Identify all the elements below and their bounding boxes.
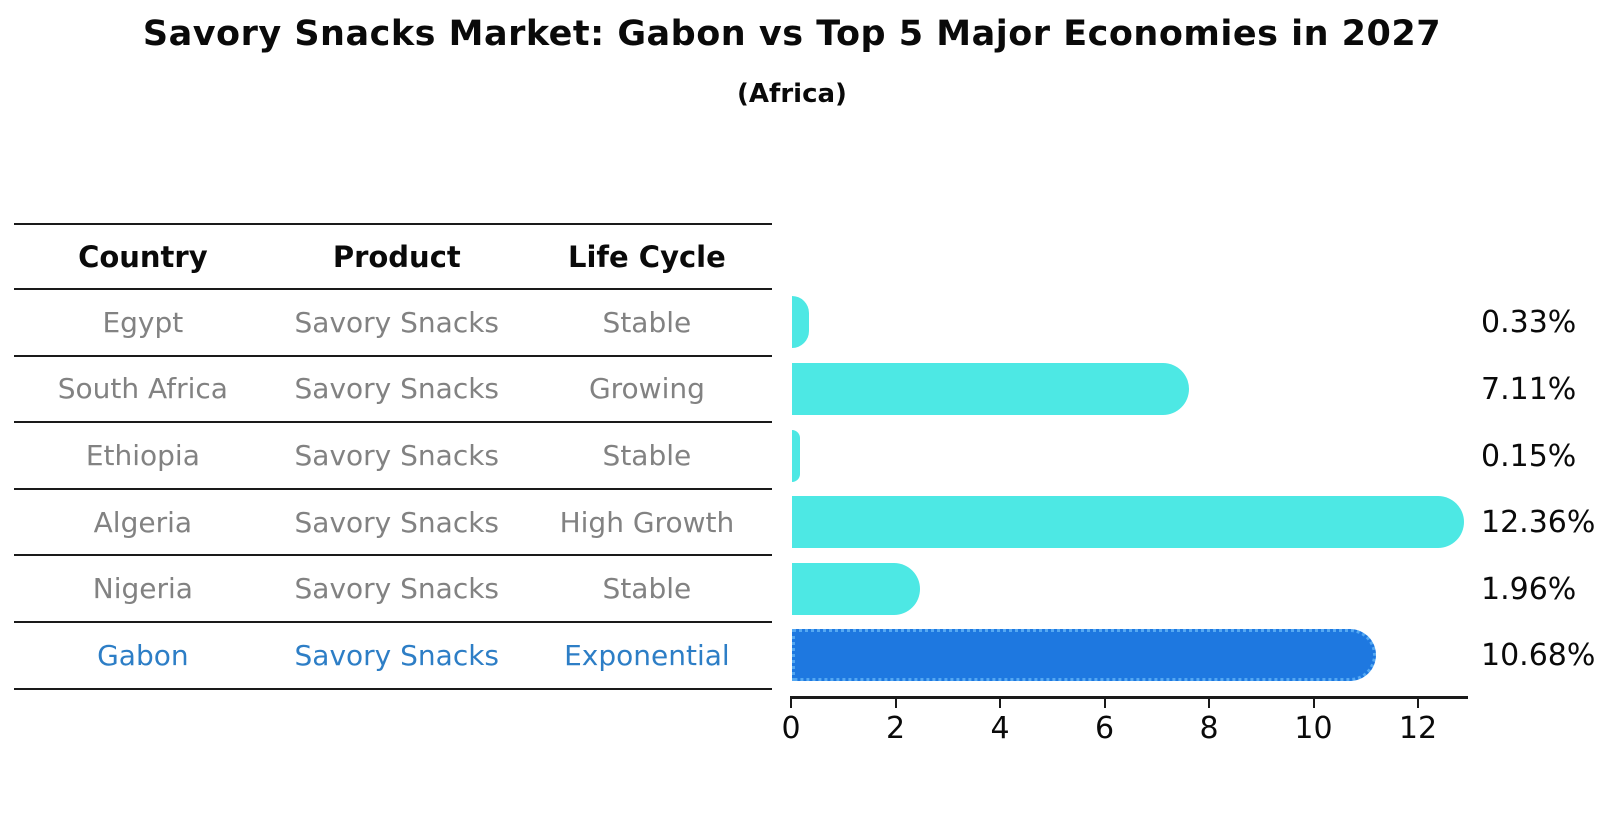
table-cell-product: Savory Snacks bbox=[294, 372, 500, 406]
table-cell-product: Savory Snacks bbox=[294, 572, 500, 606]
country-table: Country Product Life Cycle Egypt Savory Snac… bbox=[14, 223, 772, 690]
x-axis-tick-label: 4 bbox=[990, 711, 1010, 746]
bar-value-label: 10.68% bbox=[1481, 638, 1596, 674]
bar-nigeria bbox=[792, 562, 920, 615]
bar-value-label: 0.15% bbox=[1481, 438, 1577, 474]
x-axis-tick-label: 6 bbox=[1094, 711, 1115, 746]
table-cell-country: Gabon bbox=[97, 638, 189, 672]
table-row: Ethiopia Savory Snacks Stable bbox=[14, 423, 772, 490]
x-axis-tick bbox=[999, 696, 1001, 708]
table-row: Nigeria Savory Snacks Stable bbox=[14, 556, 772, 623]
table-header-cell: Product bbox=[332, 239, 461, 274]
table-cell-country: South Africa bbox=[57, 372, 228, 406]
table-cell-country: Nigeria bbox=[92, 572, 193, 606]
x-axis-tick-label: 0 bbox=[781, 711, 801, 746]
x-axis-tick-label: 12 bbox=[1398, 711, 1438, 746]
table-header-row: Country Product Life Cycle bbox=[14, 223, 772, 290]
table-cell-life-cycle: Stable bbox=[602, 438, 692, 472]
table-cell-country: Egypt bbox=[102, 305, 184, 339]
x-axis-tick-label: 8 bbox=[1199, 711, 1219, 746]
table-cell-product: Savory Snacks bbox=[294, 505, 500, 539]
table-cell-life-cycle: Exponential bbox=[564, 638, 730, 672]
bar-value-label: 1.96% bbox=[1481, 571, 1577, 607]
bar-value-label: 7.11% bbox=[1481, 371, 1577, 407]
table-cell-life-cycle: Stable bbox=[602, 305, 692, 339]
table-row: Gabon Savory Snacks Exponential bbox=[14, 623, 772, 690]
table-row: Algeria Savory Snacks High Growth bbox=[14, 490, 772, 557]
x-axis-tick bbox=[1312, 696, 1315, 708]
x-axis-tick bbox=[1417, 696, 1419, 708]
x-axis-tick-label: 2 bbox=[885, 711, 906, 746]
table-cell-product: Savory Snacks bbox=[294, 305, 500, 339]
bar-gabon bbox=[792, 629, 1376, 682]
table-row: South Africa Savory Snacks Growing bbox=[14, 357, 772, 424]
bar-algeria bbox=[792, 496, 1464, 549]
table-cell-life-cycle: Growing bbox=[588, 372, 705, 406]
x-axis-tick bbox=[1103, 696, 1106, 708]
bar-value-label: 0.33% bbox=[1481, 305, 1577, 341]
table-row: Egypt Savory Snacks Stable bbox=[14, 290, 772, 357]
table-header-cell: Country bbox=[78, 239, 208, 274]
table-header-cell: Life Cycle bbox=[568, 239, 726, 274]
table-cell-country: Algeria bbox=[93, 505, 193, 539]
table-cell-country: Ethiopia bbox=[85, 438, 200, 472]
table-cell-product: Savory Snacks bbox=[294, 638, 500, 672]
table-cell-life-cycle: High Growth bbox=[559, 505, 735, 539]
chart-subtitle: (Africa) bbox=[737, 79, 847, 109]
bar-value-label: 12.36% bbox=[1481, 505, 1596, 541]
x-axis-spine bbox=[790, 696, 1468, 699]
chart-title: Savory Snacks Market: Gabon vs Top 5 Maj… bbox=[142, 14, 1442, 54]
table-cell-life-cycle: Stable bbox=[602, 572, 692, 606]
bar-ethiopia bbox=[792, 429, 800, 482]
x-axis-tick bbox=[1208, 696, 1210, 708]
x-axis-tick bbox=[790, 696, 792, 708]
bar-egypt bbox=[792, 296, 809, 349]
bar-south-africa bbox=[792, 362, 1189, 415]
x-axis-tick-label: 10 bbox=[1294, 711, 1333, 746]
x-axis-tick bbox=[894, 696, 897, 708]
table-cell-product: Savory Snacks bbox=[294, 438, 500, 472]
